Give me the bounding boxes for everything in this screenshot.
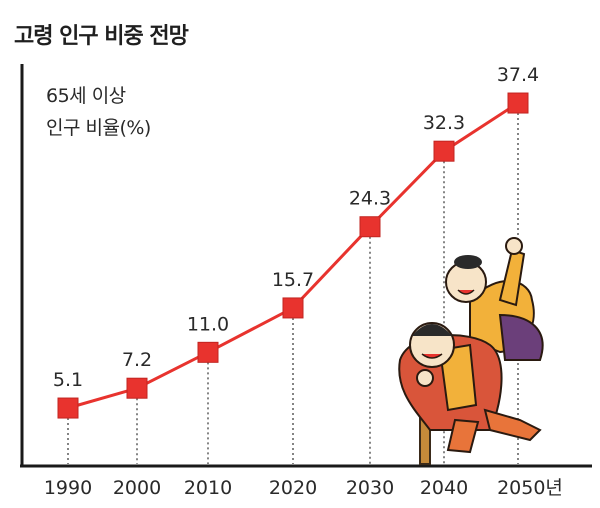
- data-value-label: 15.7: [272, 269, 314, 291]
- data-value-label: 5.1: [53, 369, 83, 391]
- grandma-hand: [505, 237, 523, 255]
- grandpa-hand: [416, 369, 434, 387]
- data-value-label: 7.2: [122, 349, 152, 371]
- data-point-marker: [57, 397, 79, 419]
- data-point-marker: [197, 341, 219, 363]
- elderly-couple-illustration: [398, 237, 544, 465]
- data-value-label: 24.3: [349, 188, 391, 210]
- data-point-marker: [507, 92, 529, 114]
- data-value-labels: 5.1 7.2 11.0 15.7 24.3 32.3 37.4: [53, 64, 539, 391]
- data-point-marker: [282, 297, 304, 319]
- x-tick-label: 1990: [44, 477, 92, 499]
- y-axis-label-line-1: 65세 이상: [46, 85, 126, 107]
- x-tick-label: 2020: [269, 477, 317, 499]
- grandma-skirt: [498, 313, 544, 361]
- data-value-label: 11.0: [187, 313, 229, 335]
- data-point-marker: [126, 377, 148, 399]
- grandpa-hair: [412, 324, 452, 336]
- x-tick-labels: 1990 2000 2010 2020 2030 2040 2050년: [44, 477, 563, 499]
- data-markers: [57, 92, 529, 419]
- x-tick-label: 2030: [346, 477, 394, 499]
- x-tick-label: 2010: [184, 477, 232, 499]
- x-tick-label: 2050년: [497, 477, 563, 499]
- y-axis-label-line-2: 인구 비율(%): [46, 117, 151, 139]
- grandma-arm: [498, 248, 526, 307]
- grandpa-leg-right: [483, 408, 542, 442]
- y-axis-label: 65세 이상 인구 비율(%): [46, 80, 151, 144]
- data-value-label: 37.4: [497, 64, 539, 86]
- x-tick-label: 2040: [420, 477, 468, 499]
- grandma-hair: [454, 255, 482, 269]
- grandpa-smile: [421, 353, 443, 359]
- x-tick-label: 2000: [113, 477, 161, 499]
- grandma-smile: [457, 289, 475, 295]
- grandpa-vest: [438, 343, 478, 412]
- data-value-label: 32.3: [423, 112, 465, 134]
- data-point-marker: [433, 140, 455, 162]
- chart-title: 고령 인구 비중 전망: [14, 24, 189, 49]
- grandpa-leg-left: [446, 418, 480, 454]
- data-point-marker: [359, 216, 381, 238]
